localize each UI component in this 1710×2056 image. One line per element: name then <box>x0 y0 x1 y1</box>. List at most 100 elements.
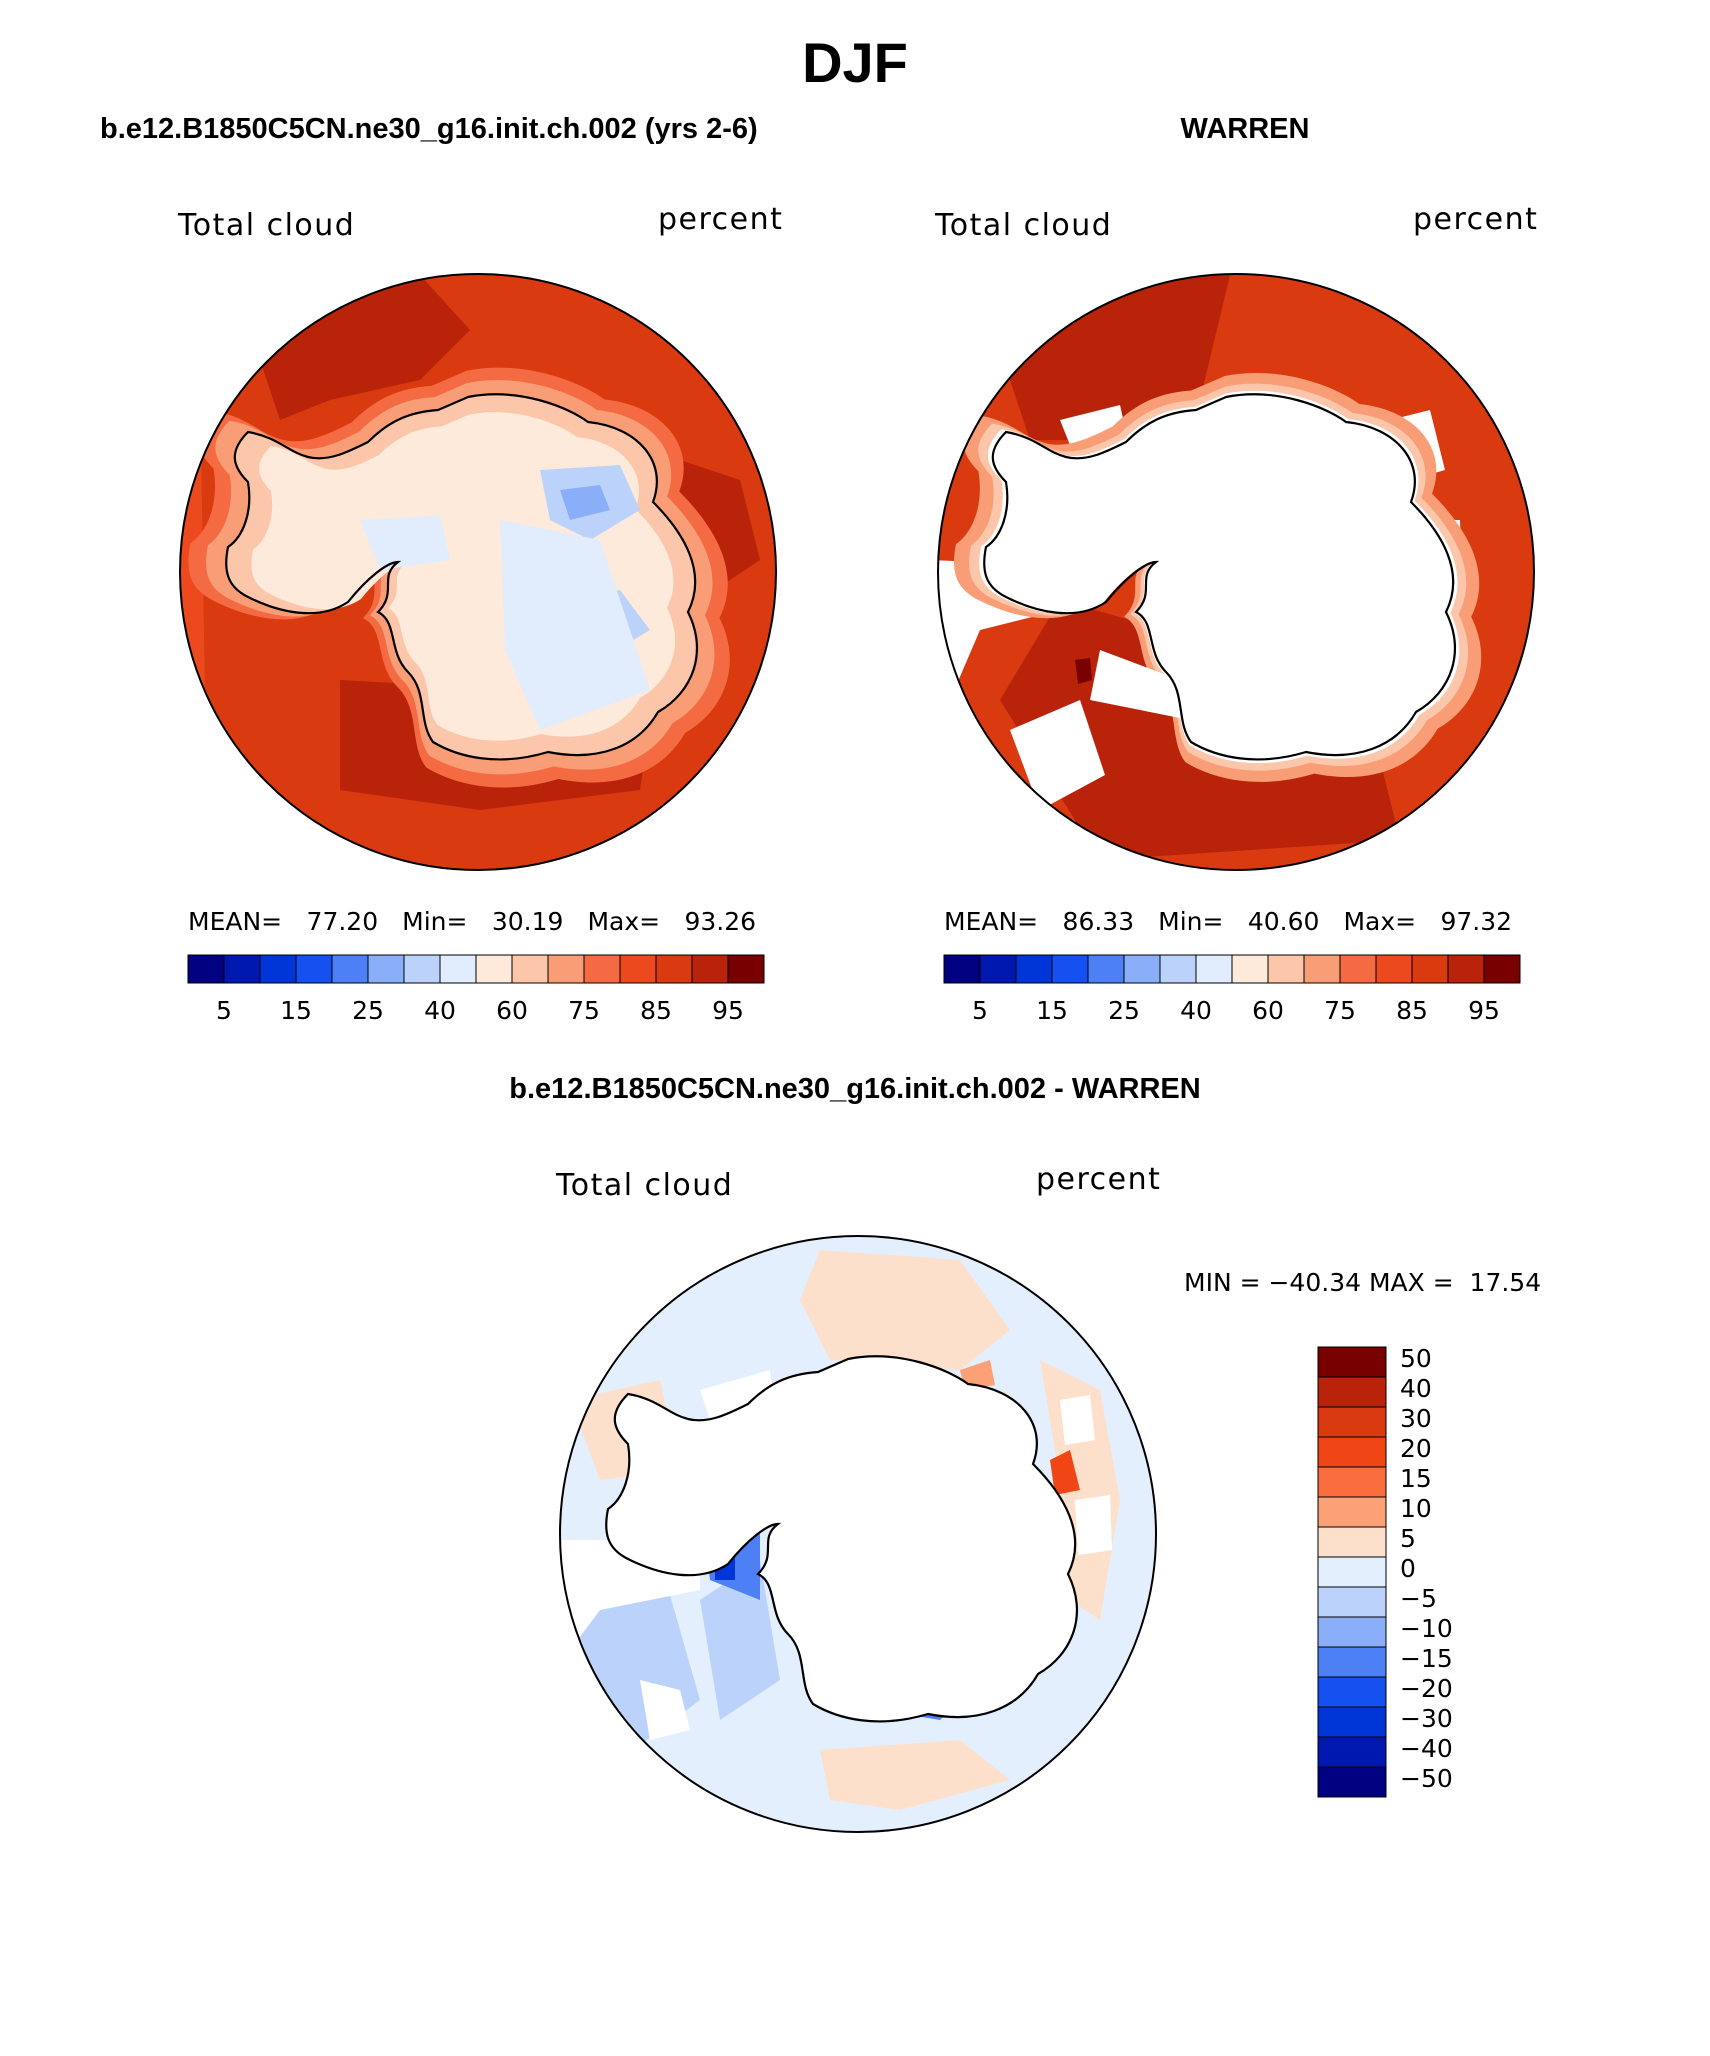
panel1-colorbar-swatch <box>331 954 369 984</box>
panel1-max-label: Max= <box>587 907 661 936</box>
panel2-colorbar-swatch <box>979 954 1017 984</box>
panel1-colorbar-tick-label: 75 <box>568 996 600 1025</box>
panel1-colorbar-tick-label: 15 <box>280 996 312 1025</box>
panel1-colorbar-tick-label: 60 <box>496 996 528 1025</box>
panel2-colorbar-tick-label: 60 <box>1252 996 1284 1025</box>
panel2-variable-label: Total cloud <box>935 208 1113 243</box>
panel2-colorbar-tick-label: 95 <box>1468 996 1500 1025</box>
panel1-map <box>179 273 777 871</box>
panel1-mean-label: MEAN= <box>188 907 283 936</box>
panel3-colorbar-tick-label: 20 <box>1400 1434 1432 1463</box>
panel1-colorbar-swatch <box>223 954 261 984</box>
panel3-colorbar-tick-label: −30 <box>1400 1704 1453 1733</box>
panel3-colorbar-swatch <box>1317 1766 1387 1798</box>
panel3-colorbar-tick-label: −20 <box>1400 1674 1453 1703</box>
panel1-colorbar-tick-label: 5 <box>216 996 232 1025</box>
panel1-colorbar-swatch <box>727 954 765 984</box>
panel3-map <box>559 1235 1157 1833</box>
panel1-min-label: Min= <box>402 907 468 936</box>
panel2-max-label: Max= <box>1343 907 1417 936</box>
panel2-max-value: 97.32 <box>1440 907 1513 936</box>
panel1-colorbar-tick-label: 40 <box>424 996 456 1025</box>
panel1-min-value: 30.19 <box>491 907 564 936</box>
panel1-colorbar-swatch <box>619 954 657 984</box>
panel2-stats: MEAN= 86.33 Min= 40.60 Max= 97.32 <box>944 907 1512 936</box>
panel2-colorbar-swatch <box>1267 954 1305 984</box>
panel1-colorbar-swatch <box>475 954 513 984</box>
panel1-colorbar-swatch <box>403 954 441 984</box>
panel3-colorbar-swatch <box>1317 1736 1387 1768</box>
panel1-colorbar-tick-label: 25 <box>352 996 384 1025</box>
panel3-case-title: b.e12.B1850C5CN.ne30_g16.init.ch.002 - W… <box>509 1073 1201 1105</box>
panel2-colorbar-tick-label: 25 <box>1108 996 1140 1025</box>
panel2-colorbar-tick-label: 40 <box>1180 996 1212 1025</box>
panel1-max-value: 93.26 <box>684 907 757 936</box>
panel3-colorbar-swatch <box>1317 1526 1387 1558</box>
panel3-units-label: percent <box>1036 1162 1162 1197</box>
panel3-minmax-stats: MIN = −40.34 MAX = 17.54 <box>1184 1268 1542 1297</box>
panel2-map <box>937 273 1535 871</box>
panel3-colorbar-swatch <box>1317 1466 1387 1498</box>
panel2-colorbar-swatch <box>1159 954 1197 984</box>
panel3-colorbar-tick-label: 30 <box>1400 1404 1432 1433</box>
panel1-colorbar-tick-label: 85 <box>640 996 672 1025</box>
panel2-colorbar-swatch <box>1231 954 1269 984</box>
panel3-colorbar-swatch <box>1317 1406 1387 1438</box>
panel1-colorbar-swatch <box>655 954 693 984</box>
panel3-colorbar-tick-label: 50 <box>1400 1344 1432 1373</box>
figure-title: DJF <box>802 31 908 94</box>
panel1-colorbar: 5 15 25 40 60 75 85 95 <box>187 954 765 1025</box>
panel3-colorbar-swatch <box>1317 1706 1387 1738</box>
panel3-colorbar-swatch <box>1317 1496 1387 1528</box>
panel1-colorbar-swatch <box>439 954 477 984</box>
panel2-mean-value: 86.33 <box>1062 907 1135 936</box>
panel2-units-label: percent <box>1413 202 1539 237</box>
panel1-units-label: percent <box>658 202 784 237</box>
panel2-colorbar-swatch <box>1051 954 1089 984</box>
panel3-colorbar-swatch <box>1317 1556 1387 1588</box>
panel3-colorbar-tick-label: 15 <box>1400 1464 1432 1493</box>
panel2-colorbar-tick-label: 5 <box>972 996 988 1025</box>
panel3-colorbar-swatch <box>1317 1586 1387 1618</box>
panel3-colorbar-swatch <box>1317 1346 1387 1378</box>
panel1-mean-value: 77.20 <box>306 907 379 936</box>
panel1-colorbar-swatch <box>295 954 333 984</box>
panel2-colorbar-swatch <box>1375 954 1413 984</box>
panel3-colorbar-tick-label: 5 <box>1400 1524 1416 1553</box>
panel3-colorbar-tick-label: −10 <box>1400 1614 1453 1643</box>
panel3-colorbar-tick-label: 10 <box>1400 1494 1432 1523</box>
panel2-min-label: Min= <box>1158 907 1224 936</box>
panel3-colorbar-tick-label: 40 <box>1400 1374 1432 1403</box>
panel3-colorbar-tick-label: 0 <box>1400 1554 1416 1583</box>
panel2-colorbar-swatch <box>1123 954 1161 984</box>
panel2-colorbar-swatch <box>1195 954 1233 984</box>
panel1-colorbar-swatch <box>547 954 585 984</box>
panel3-colorbar-swatch <box>1317 1676 1387 1708</box>
panel2-colorbar-swatch <box>1087 954 1125 984</box>
panel3-colorbar-tick-label: −50 <box>1400 1764 1453 1793</box>
panel2-case-title: WARREN <box>1180 113 1310 145</box>
panel1-stats: MEAN= 77.20 Min= 30.19 Max= 93.26 <box>188 907 756 936</box>
panel3-colorbar-swatch <box>1317 1646 1387 1678</box>
panel3-colorbar-tick-label: −5 <box>1400 1584 1437 1613</box>
panel2-colorbar-swatch <box>1483 954 1521 984</box>
panel2-colorbar-swatch <box>1411 954 1449 984</box>
panel1-variable-label: Total cloud <box>178 208 356 243</box>
panel1-colorbar-swatch <box>511 954 549 984</box>
panel2-colorbar-swatch <box>1339 954 1377 984</box>
panel2-colorbar-swatch <box>943 954 981 984</box>
panel2-colorbar: 5 15 25 40 60 75 85 95 <box>943 954 1521 1025</box>
panel1-colorbar-swatch <box>187 954 225 984</box>
panel2-colorbar-swatch <box>1303 954 1341 984</box>
panel2-mean-label: MEAN= <box>944 907 1039 936</box>
panel3-variable-label: Total cloud <box>556 1168 734 1203</box>
panel2-colorbar-swatch <box>1015 954 1053 984</box>
panel1-case-title: b.e12.B1850C5CN.ne30_g16.init.ch.002 (yr… <box>100 113 758 145</box>
panel1-colorbar-swatch <box>367 954 405 984</box>
panel3-colorbar-swatch <box>1317 1376 1387 1408</box>
panel1-colorbar-swatch <box>583 954 621 984</box>
panel3-colorbar-swatch <box>1317 1436 1387 1468</box>
panel2-colorbar-swatch <box>1447 954 1485 984</box>
